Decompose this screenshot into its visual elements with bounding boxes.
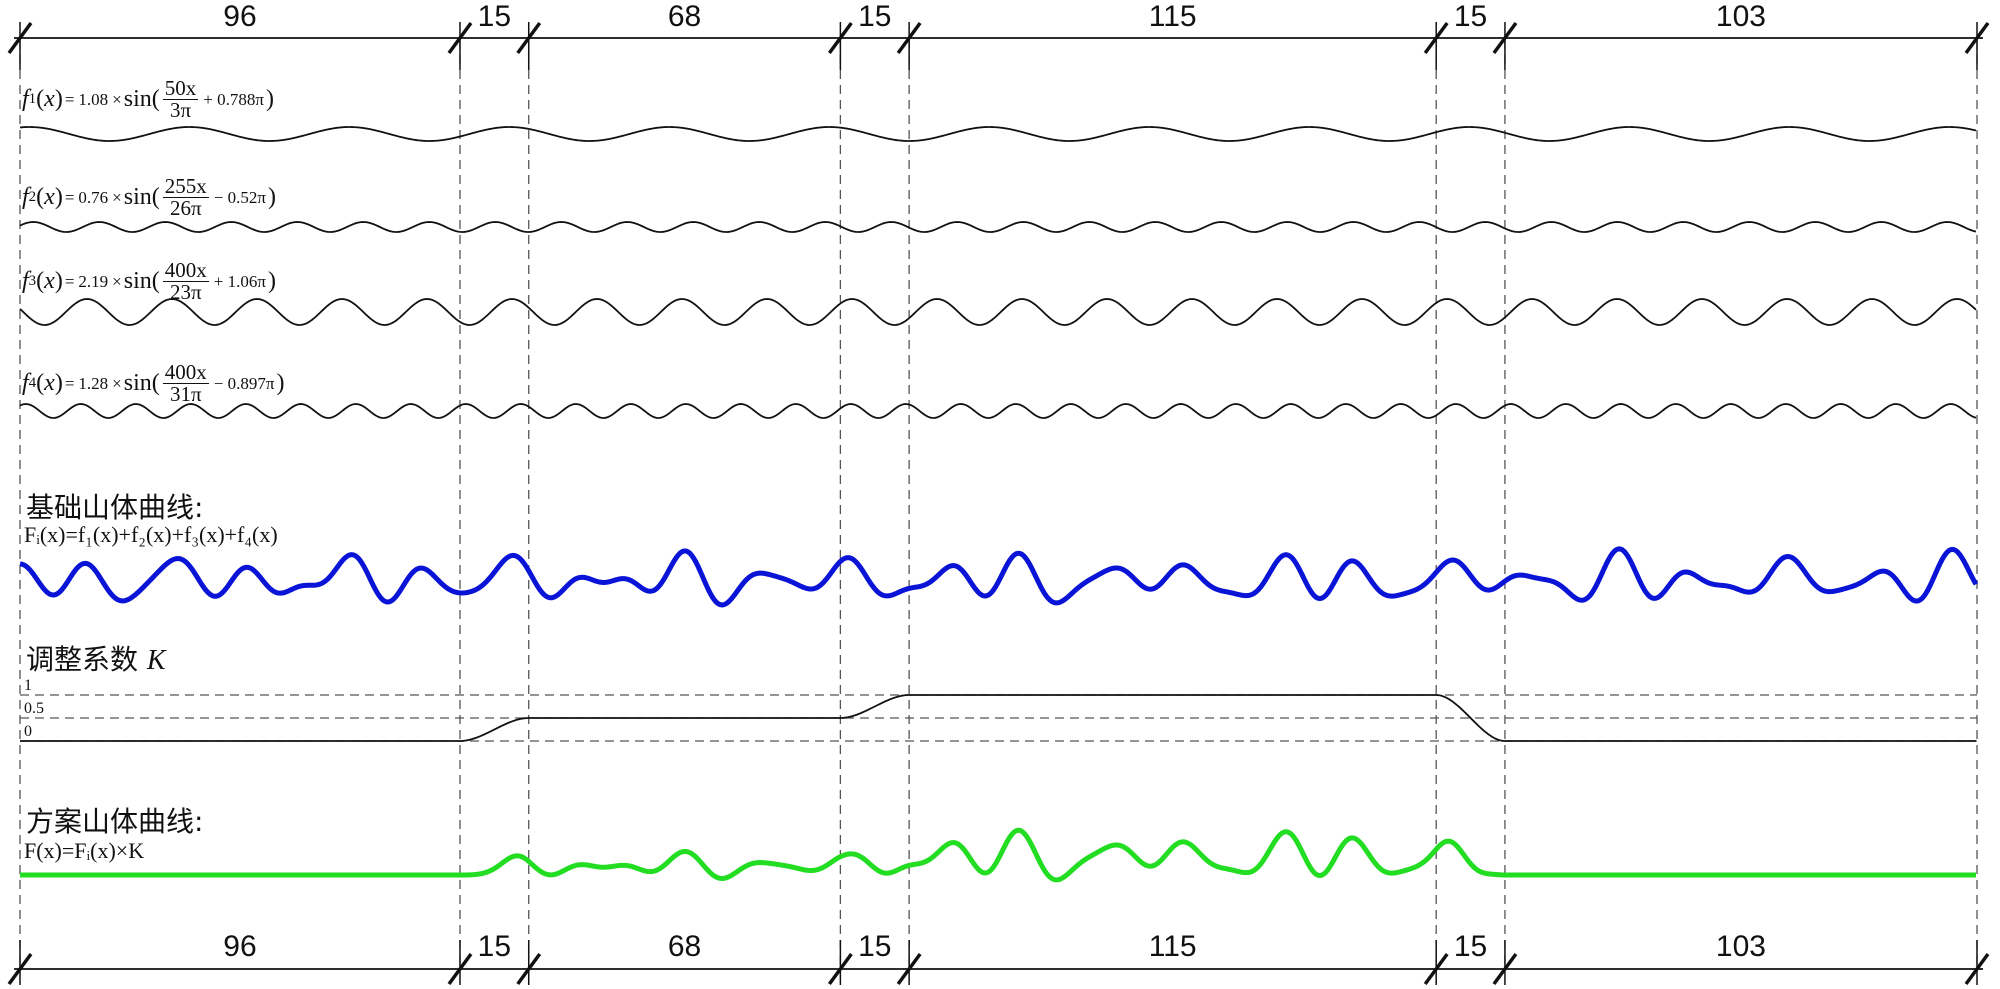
fn-name: f [22, 370, 29, 396]
fn-phase: − 0.897π [213, 373, 275, 393]
fn-coef: 1.28 [78, 373, 109, 393]
dimension-tick [7, 21, 33, 55]
dimension-label: 15 [477, 0, 512, 33]
scheme-curve-title: 方案山体曲线: [26, 805, 204, 838]
fn-den: 31π [169, 382, 202, 406]
fn-sub: 1 [28, 91, 37, 107]
fn-coef: 1.08 [78, 89, 109, 109]
k-tick-0.5: 0.5 [24, 700, 44, 717]
base-curve-formula: Fᵢ(x)=f₁(x)+f₂(x)+f₃(x)+f₄(x) [24, 522, 278, 547]
dimension-label: 115 [1148, 930, 1197, 963]
function-label-1: f 1(x) = 1.08 × sin(50x 3π + 0.788π) [22, 76, 274, 122]
fn-den: 26π [169, 196, 202, 220]
wave-f2 [19, 221, 1977, 233]
dimension-tick [1492, 952, 1518, 986]
dimension-tick [447, 21, 473, 55]
dimension-label: 103 [1715, 930, 1766, 963]
fn-phase: + 0.788π [203, 89, 264, 109]
fn-name: f [22, 184, 29, 210]
dimension-tick [516, 952, 542, 986]
dimension-label: 96 [223, 0, 257, 33]
fn-sub: 3 [28, 273, 37, 289]
fn-den: 23π [169, 280, 202, 304]
function-label-4: f 4(x) = 1.28 × sin(400x 31π − 0.897π) [22, 360, 285, 406]
dimension-label: 15 [1453, 0, 1488, 33]
fn-num: 50x [162, 76, 199, 100]
base-curve-title: 基础山体曲线: [26, 491, 204, 524]
fn-num: 400x [162, 360, 209, 384]
dimension-tick [7, 952, 33, 986]
wave-f3 [19, 298, 1977, 326]
dimension-label: 103 [1715, 0, 1766, 33]
dimension-tick [516, 21, 542, 55]
dimension-label: 115 [1148, 0, 1197, 33]
dimension-tick [827, 952, 853, 986]
fn-sub: 4 [28, 375, 37, 391]
dimension-label: 68 [667, 0, 702, 33]
dimension-tick [896, 21, 922, 55]
dimension-tick [827, 21, 853, 55]
function-label-3: f 3(x) = 2.19 × sin(400x 23π + 1.06π) [22, 258, 276, 304]
dimension-tick [896, 952, 922, 986]
fn-name: f [22, 86, 29, 112]
k-symbol: K [146, 645, 166, 676]
k-tick-0: 0 [24, 723, 32, 740]
dimension-tick [1964, 952, 1990, 986]
dimension-tick [1423, 21, 1449, 55]
k-curve [20, 694, 1976, 742]
dimension-tick [1492, 21, 1518, 55]
fn-num: 400x [162, 258, 209, 282]
dimension-label: 15 [1453, 930, 1488, 963]
k-title-text: 调整系数 [26, 643, 139, 676]
fn-phase: + 1.06π [213, 271, 266, 291]
dimension-label: 15 [477, 930, 512, 963]
fn-num: 255x [162, 174, 209, 198]
wave-f4 [19, 403, 1977, 419]
k-tick-1: 1 [24, 677, 32, 694]
dimension-label: 15 [858, 930, 892, 963]
fn-sub: 2 [28, 189, 37, 205]
dimension-tick [1423, 952, 1449, 986]
fn-phase: − 0.52π [213, 187, 266, 207]
fn-den: 3π [169, 98, 192, 122]
wave-f1 [19, 126, 1977, 142]
dimension-tick [1964, 21, 1990, 55]
fn-name: f [22, 268, 29, 294]
fn-coef: 2.19 [78, 271, 109, 291]
dimension-label: 96 [223, 930, 257, 963]
dimension-label: 15 [858, 0, 892, 33]
function-label-2: f 2(x) = 0.76 × sin(255x 26π − 0.52π) [22, 174, 276, 220]
k-title: 调整系数 K [26, 638, 166, 678]
scheme-mountain-curve [19, 827, 1977, 883]
base-mountain-curve [19, 546, 1979, 608]
dimension-tick [447, 952, 473, 986]
dimension-label: 68 [667, 930, 702, 963]
scheme-curve-formula: F(x)=Fᵢ(x)×K [24, 838, 145, 863]
fn-coef: 0.76 [78, 187, 109, 207]
